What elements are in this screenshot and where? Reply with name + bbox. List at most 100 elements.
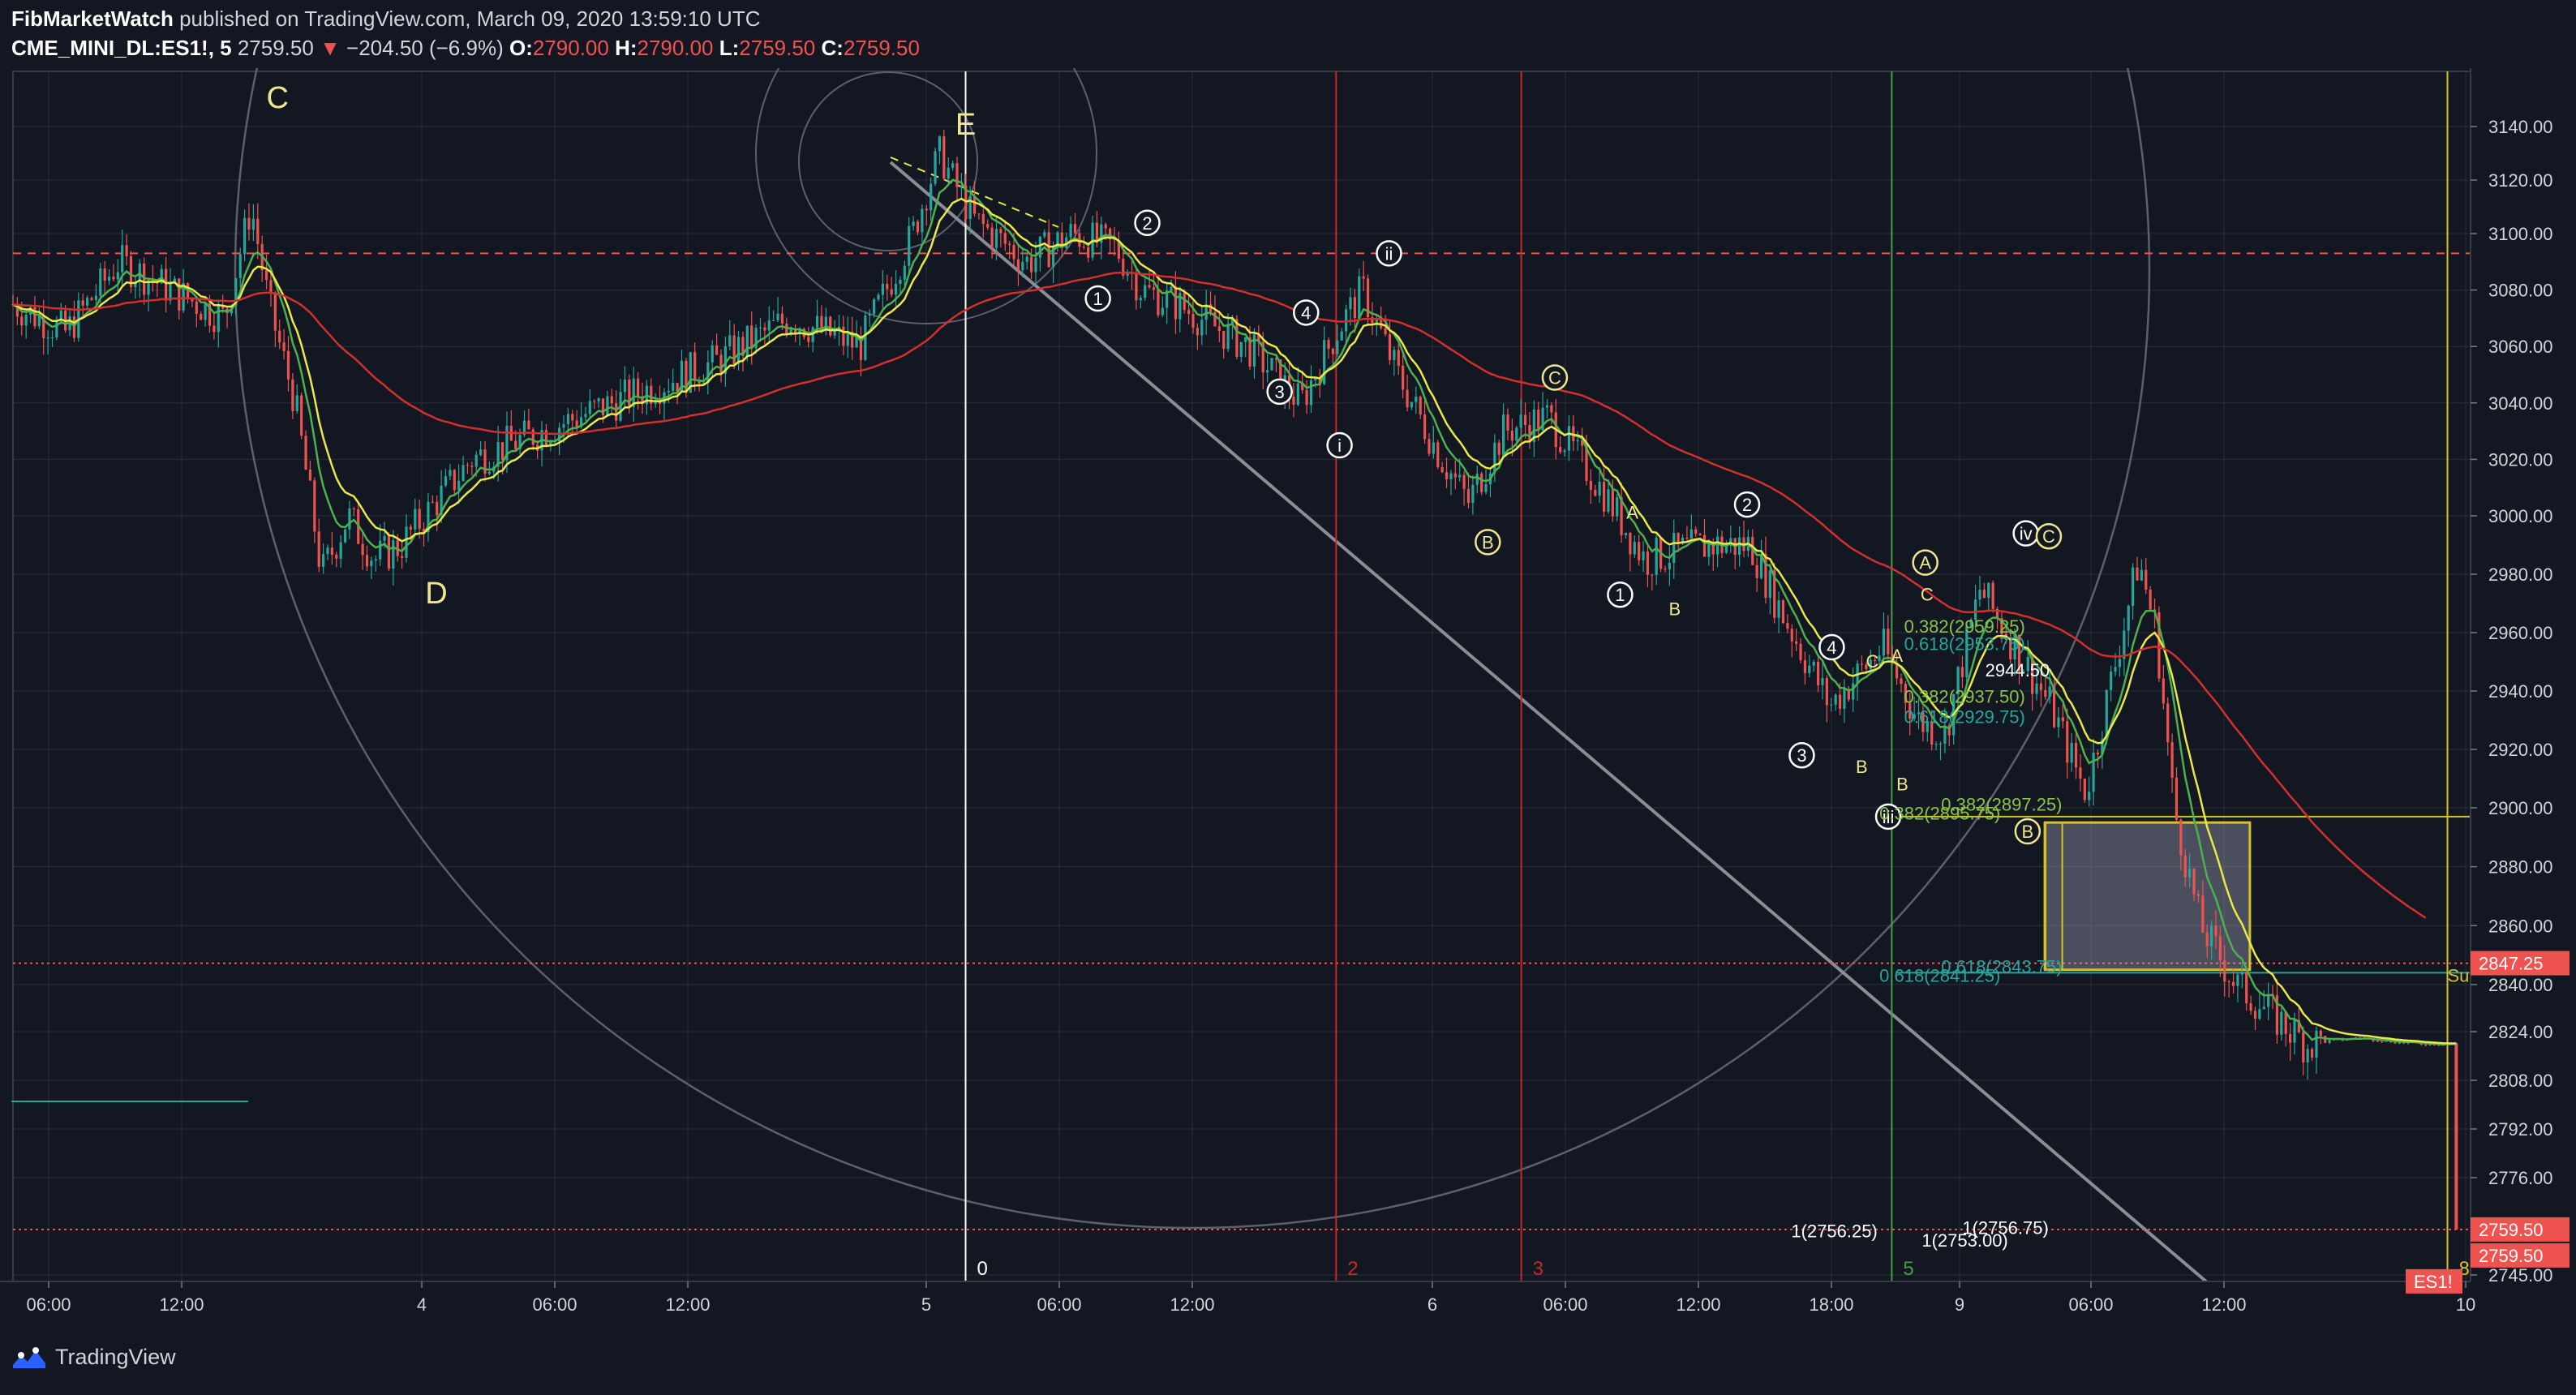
fib-circle-small xyxy=(755,68,1097,324)
candle-body xyxy=(1874,659,1877,662)
fib-label: 0.618(2843.75) xyxy=(1941,956,2062,976)
candle-body xyxy=(1913,714,1916,719)
candle-body xyxy=(1629,532,1632,555)
wave-label: iv xyxy=(2020,524,2033,544)
candle-body xyxy=(1349,297,1352,310)
candle-body xyxy=(2066,721,2069,763)
candle-body xyxy=(2052,686,2056,728)
candle-body xyxy=(1908,702,1912,719)
candle-body xyxy=(851,332,854,348)
candle-body xyxy=(1711,541,1715,555)
candle-body xyxy=(1965,626,1968,677)
candle-body xyxy=(474,454,478,467)
brand[interactable]: TradingView xyxy=(11,1345,176,1370)
candle-body xyxy=(2280,1011,2283,1035)
candle-body xyxy=(453,470,456,491)
price-tag-bg xyxy=(2406,1268,2462,1294)
symbol-name[interactable]: CME_MINI_DL:ES1!, 5 xyxy=(11,36,232,60)
wave-label: 4 xyxy=(1827,637,1836,658)
candle-body xyxy=(317,531,320,567)
candle-body xyxy=(304,436,307,470)
candle-body xyxy=(269,280,273,293)
candle-body xyxy=(2328,1040,2331,1043)
candle-body xyxy=(522,420,526,436)
candle-body xyxy=(514,440,517,449)
candle-body xyxy=(1179,293,1182,320)
candle-body xyxy=(1956,667,1960,695)
candle-body xyxy=(864,315,867,360)
author-name[interactable]: FibMarketWatch xyxy=(11,6,174,31)
candle-body xyxy=(623,380,627,393)
candle-body xyxy=(584,414,587,418)
price-axis[interactable]: 3140.00 3120.00 3100.00 3080.00 3060.00 3040.… xyxy=(2470,68,2576,1330)
candle-body xyxy=(1567,426,1571,451)
candle-body xyxy=(1209,304,1213,312)
candle-body xyxy=(365,555,369,567)
candle-body xyxy=(689,352,692,393)
candle-body xyxy=(1759,553,1763,578)
wave-label: 4 xyxy=(1301,303,1311,323)
candle-body xyxy=(698,380,701,384)
high-label: H: xyxy=(615,36,638,60)
candle-body xyxy=(99,268,102,296)
candle-body xyxy=(1624,532,1628,535)
fib-label: 1(2753.00) xyxy=(1921,1230,2007,1251)
candle-body xyxy=(1817,661,1820,685)
candle-body xyxy=(1261,341,1264,373)
candle-body xyxy=(1073,224,1077,234)
candle-body xyxy=(2170,742,2174,778)
candle-body xyxy=(1607,489,1610,512)
candle-body xyxy=(1366,278,1370,317)
wave-label-circle xyxy=(1733,491,1761,518)
candle-body xyxy=(732,335,736,364)
candle-body xyxy=(2035,683,2038,694)
fib-circles xyxy=(11,68,2208,1283)
candle-body xyxy=(256,218,260,244)
candle-body xyxy=(2201,895,2205,933)
candle-body xyxy=(2376,1041,2379,1042)
fib-circle-large xyxy=(234,68,2150,1229)
candle-body xyxy=(278,330,281,343)
candle-body xyxy=(2096,752,2100,755)
candle-body xyxy=(418,509,421,530)
candle-body xyxy=(1493,442,1496,474)
horizontal-lines xyxy=(13,252,2471,1230)
candle-body xyxy=(1642,551,1645,560)
candle-body xyxy=(2223,960,2226,982)
candle-body xyxy=(343,529,347,543)
time-axis[interactable]: 06:00 12:00 4 06:00 12:00 5 06:00 12:00 6 06:00 12… xyxy=(0,1281,2475,1330)
trend-line xyxy=(889,161,2208,1283)
candle-body xyxy=(1926,721,1929,732)
candle-body xyxy=(182,283,185,311)
candle-body xyxy=(628,380,631,407)
candle-body xyxy=(2061,717,2064,722)
candle-body xyxy=(894,284,898,295)
wave-label: B xyxy=(2022,822,2034,842)
candle-body xyxy=(2079,767,2082,779)
candle-body xyxy=(641,396,644,405)
candle-body xyxy=(496,442,500,467)
candle-body xyxy=(2136,567,2139,581)
candle-body xyxy=(2048,686,2051,698)
candle-body xyxy=(711,345,714,363)
candle-body xyxy=(1799,643,1802,660)
wave-label: 3 xyxy=(1275,382,1285,402)
candle-body xyxy=(2039,683,2043,690)
candle-body xyxy=(877,294,880,300)
candle-body xyxy=(1821,678,1824,685)
candle-body xyxy=(1768,570,1771,599)
candle-body xyxy=(1887,629,1890,655)
candle-body xyxy=(2145,569,2148,590)
candle-body xyxy=(1943,725,1947,744)
candle-body xyxy=(658,401,662,404)
candle-body xyxy=(1393,350,1396,360)
candle-body xyxy=(2013,634,2016,660)
candle-body xyxy=(1724,545,1728,553)
candle-body xyxy=(457,480,461,491)
candle-body xyxy=(1323,340,1326,384)
wave-label-circle xyxy=(1084,285,1111,312)
candle-body xyxy=(960,186,963,187)
candle-body xyxy=(1510,430,1513,441)
candle-body xyxy=(518,435,522,449)
